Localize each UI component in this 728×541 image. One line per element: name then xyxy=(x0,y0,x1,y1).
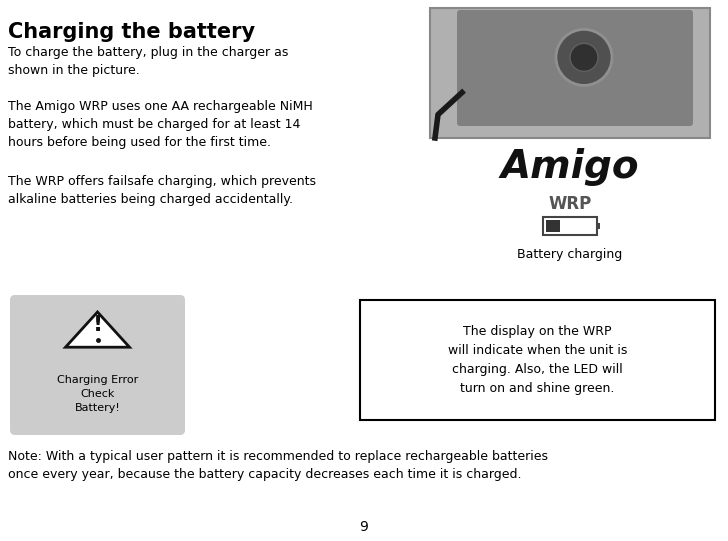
FancyBboxPatch shape xyxy=(360,300,715,420)
Text: To charge the battery, plug in the charger as
shown in the picture.: To charge the battery, plug in the charg… xyxy=(8,46,288,77)
Text: !: ! xyxy=(92,315,103,335)
FancyBboxPatch shape xyxy=(430,8,710,138)
Text: The Amigo WRP uses one AA rechargeable NiMH
battery, which must be charged for a: The Amigo WRP uses one AA rechargeable N… xyxy=(8,100,313,149)
FancyBboxPatch shape xyxy=(596,223,600,229)
Text: WRP: WRP xyxy=(548,195,592,213)
Text: Note: With a typical user pattern it is recommended to replace rechargeable batt: Note: With a typical user pattern it is … xyxy=(8,450,548,481)
FancyBboxPatch shape xyxy=(457,10,693,126)
Text: 9: 9 xyxy=(360,520,368,534)
FancyBboxPatch shape xyxy=(543,217,597,235)
Text: Amigo: Amigo xyxy=(501,148,639,186)
Circle shape xyxy=(556,29,612,85)
Text: Battery charging: Battery charging xyxy=(518,248,622,261)
Text: The WRP offers failsafe charging, which prevents
alkaline batteries being charge: The WRP offers failsafe charging, which … xyxy=(8,175,316,206)
FancyBboxPatch shape xyxy=(546,220,560,232)
Text: Charging the battery: Charging the battery xyxy=(8,22,255,42)
Circle shape xyxy=(570,43,598,71)
FancyBboxPatch shape xyxy=(10,295,185,435)
Text: The display on the WRP
will indicate when the unit is
charging. Also, the LED wi: The display on the WRP will indicate whe… xyxy=(448,325,628,395)
Polygon shape xyxy=(66,312,130,347)
Text: Charging Error
Check
Battery!: Charging Error Check Battery! xyxy=(57,375,138,413)
